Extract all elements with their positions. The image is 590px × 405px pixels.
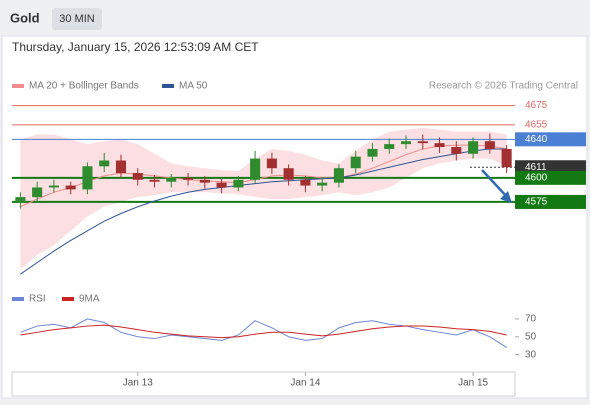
legend-label: MA 50: [179, 81, 208, 92]
level-label: 4655: [525, 120, 548, 131]
candle-body: [350, 156, 361, 169]
legend-swatch: [162, 84, 174, 88]
candle-body: [149, 179, 160, 182]
legend-swatch: [62, 297, 74, 301]
timeframe[interactable]: 30 MIN: [59, 13, 95, 25]
forecast-arrow: [481, 169, 509, 199]
level-box: [515, 132, 586, 147]
legend-swatch: [12, 297, 24, 301]
level-box: [515, 194, 586, 209]
level-label: 4600: [525, 172, 548, 183]
candle-body: [65, 185, 76, 190]
candle-body: [132, 173, 143, 180]
rsi-line: [20, 324, 507, 339]
candle-body: [166, 177, 177, 182]
candle-body: [283, 168, 294, 180]
x-axis-box: [11, 371, 516, 397]
candle-body: [48, 185, 59, 188]
candle-body: [400, 141, 412, 145]
x-tick-label: Jan 14: [290, 378, 320, 389]
legend-label: MA 20 + Bollinger Bands: [29, 81, 139, 92]
candle-body: [333, 168, 344, 183]
candle-body: [417, 141, 428, 144]
x-tick-label: Jan 13: [123, 378, 153, 389]
candle-body: [183, 177, 194, 180]
symbol: Gold: [10, 10, 40, 25]
candle-body: [15, 197, 26, 202]
copyright: Research © 2026 Trading Central: [429, 81, 578, 92]
rsi-line: [20, 318, 507, 348]
level-label: 4675: [525, 100, 548, 111]
candle-body: [384, 144, 395, 149]
y-tick-label: 50: [525, 331, 537, 342]
y-tick-label: 70: [525, 314, 537, 325]
candle-body: [484, 141, 495, 149]
candle-body: [300, 179, 311, 186]
ma-line: [20, 148, 507, 275]
candle-body: [250, 158, 261, 180]
level-box: [515, 160, 586, 175]
candle-body: [266, 158, 277, 169]
candle-body: [451, 147, 462, 154]
candle-body: [501, 148, 512, 168]
level-box: [515, 170, 586, 185]
ma-line: [20, 144, 507, 208]
legend-swatch: [12, 84, 24, 88]
legend-label: 9MA: [79, 294, 100, 305]
level-label: 4640: [525, 134, 548, 145]
timeframe-tab[interactable]: [52, 8, 102, 30]
level-label: 4575: [525, 197, 548, 208]
candle-body: [468, 141, 479, 154]
candle-body: [216, 182, 227, 188]
legend-label: RSI: [29, 294, 46, 305]
candle-body: [199, 179, 210, 183]
candle-body: [317, 182, 328, 186]
candle-body: [434, 143, 445, 148]
forecast-arrowhead: [500, 191, 512, 203]
candle-body: [367, 148, 378, 157]
timestamp: Thursday, January 15, 2026 12:53:09 AM C…: [12, 40, 259, 54]
candle-body: [115, 160, 127, 174]
candle-body: [233, 179, 244, 188]
candle-body: [99, 160, 110, 167]
candle-body: [82, 166, 93, 190]
x-tick-label: Jan 15: [458, 378, 488, 389]
y-tick-label: 30: [525, 349, 537, 360]
level-label: 4611: [525, 162, 547, 173]
candle-body: [32, 187, 43, 198]
